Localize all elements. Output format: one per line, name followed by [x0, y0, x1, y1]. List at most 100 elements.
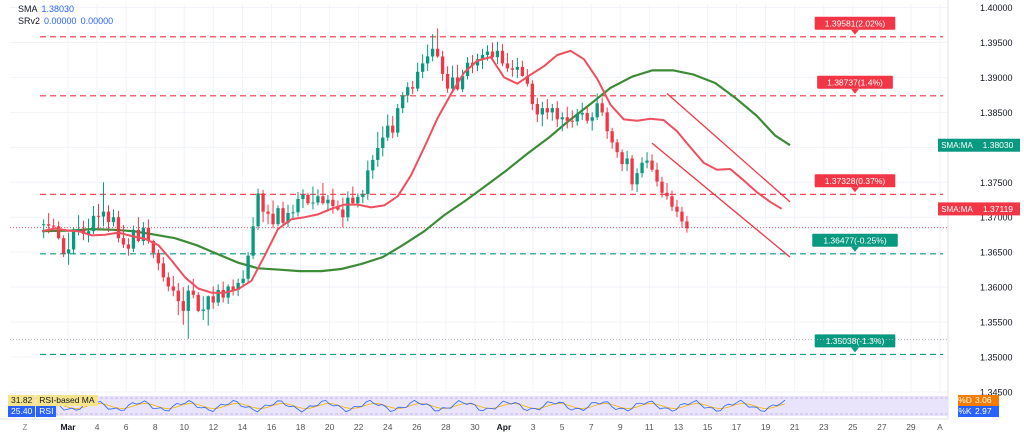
candle-down	[391, 125, 395, 133]
price-tag-value: 1.38030	[983, 140, 1014, 150]
candle-up	[316, 196, 320, 203]
x-tick-label: 18	[296, 422, 306, 432]
candle-down	[176, 290, 180, 302]
candle-down	[181, 301, 185, 311]
y-tick-label: 1.39000	[980, 73, 1013, 83]
candle-down	[660, 181, 664, 193]
x-tick-label: 4	[95, 422, 100, 432]
candle-up	[256, 193, 260, 227]
candle-down	[585, 113, 589, 121]
candle-up	[625, 158, 629, 165]
rsi-ma-line	[59, 403, 786, 409]
candle-up	[475, 59, 480, 66]
candle-up	[575, 114, 579, 122]
sma-slow-line	[41, 69, 791, 273]
rsi-legend[interactable]: 25.40 RSI	[8, 406, 57, 417]
price-tag-value-box	[976, 138, 1020, 152]
level-label: 1.35038(-1.3%)	[826, 336, 885, 346]
x-tick-label: 30	[470, 422, 480, 432]
x-tick-label: 24	[383, 422, 393, 432]
level-pointer	[851, 347, 859, 353]
y-tick-label: 1.37000	[980, 213, 1013, 223]
candle-down	[620, 152, 624, 165]
candle-up	[111, 217, 116, 223]
x-tick-label: 29	[906, 422, 916, 432]
candle-up	[371, 159, 375, 171]
level-label-box	[812, 233, 898, 247]
x-tick-label: Apr	[497, 422, 512, 432]
y-tick-label: 1.34500	[980, 388, 1013, 398]
candle-down	[46, 224, 51, 226]
candle-down	[171, 286, 175, 291]
rsi-label: RSI	[36, 406, 57, 417]
candle-up	[346, 197, 350, 218]
candle-up	[241, 278, 245, 283]
candle-down	[271, 213, 275, 225]
channel-lower-line	[651, 142, 791, 258]
candle-up	[485, 51, 490, 56]
candle-up	[246, 255, 250, 279]
candle-up	[86, 231, 91, 235]
candle-down	[266, 211, 270, 214]
x-tick-label: 27	[877, 422, 887, 432]
candle-down	[166, 277, 170, 287]
candle-up	[296, 199, 300, 213]
sma-legend[interactable]: SMA 1.38030	[18, 4, 74, 14]
candle-down	[221, 289, 225, 298]
candle-down	[600, 103, 604, 113]
y-tick-label: 1.36000	[980, 283, 1013, 293]
x-tick-label: 13	[674, 422, 684, 432]
candle-down	[156, 252, 161, 264]
candle-down	[650, 160, 654, 170]
y-tick-label: 1.37500	[980, 178, 1013, 188]
candle-down	[630, 158, 634, 185]
x-tick-label: 11	[645, 422, 654, 432]
candle-down	[655, 169, 659, 182]
x-tick-label: A	[937, 422, 943, 432]
stoch-k-value: 2.97	[975, 406, 992, 416]
y-tick-label: 1.39500	[980, 38, 1013, 48]
price-tag-value: 1.37119	[983, 204, 1013, 214]
rsi-line	[59, 399, 786, 413]
y-tick-label: 1.35000	[980, 353, 1013, 363]
level-label: 1.38737(1.4%)	[827, 77, 883, 87]
x-tick-label: 19	[761, 422, 771, 432]
srv2-legend[interactable]: SRv2 0.00000 0.00000	[18, 16, 113, 26]
level-label-box	[814, 334, 896, 348]
price-tag-label: SMA:MA	[941, 205, 973, 214]
stoch-d-value: 3.06	[975, 395, 992, 405]
candle-down	[490, 51, 495, 58]
candle-down	[685, 221, 689, 229]
candle-up	[430, 48, 435, 57]
candle-down	[261, 193, 265, 212]
srv2-value2: 0.00000	[80, 16, 114, 26]
candle-down	[530, 83, 535, 104]
rsi-value: 25.40	[8, 406, 36, 417]
candle-up	[326, 199, 330, 204]
candle-down	[136, 229, 141, 241]
level-pointer	[851, 88, 859, 94]
candle-up	[401, 95, 405, 109]
x-tick-label: 23	[819, 422, 829, 432]
candle-down	[61, 238, 66, 254]
candle-down	[510, 68, 515, 70]
candle-up	[186, 290, 190, 311]
candle-up	[540, 108, 544, 115]
candle-down	[675, 206, 679, 212]
candle-up	[416, 71, 420, 89]
x-tick-label: 26	[412, 422, 422, 432]
candle-down	[440, 56, 445, 74]
candle-up	[376, 148, 380, 160]
candle-down	[555, 108, 559, 120]
y-tick-label: 1.35500	[980, 318, 1013, 328]
candle-up	[425, 56, 430, 64]
candle-down	[211, 296, 215, 303]
candle-up	[141, 227, 146, 241]
candle-down	[505, 63, 510, 69]
rsi-ma-legend[interactable]: 31.82 RSI-based MA	[8, 395, 98, 406]
candle-down	[56, 226, 61, 239]
level-label-box	[814, 174, 896, 188]
candle-up	[101, 211, 106, 217]
